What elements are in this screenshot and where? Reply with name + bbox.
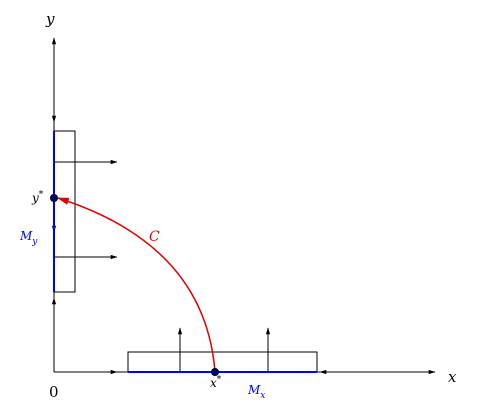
label-base: y — [31, 191, 39, 205]
label-sup: * — [39, 190, 44, 200]
label-base: M — [19, 229, 33, 243]
label-sup: * — [217, 375, 222, 385]
my-label: My — [19, 229, 38, 247]
y-box — [53, 130, 76, 293]
label-base: x — [210, 376, 217, 390]
x-star-label: x* — [210, 375, 222, 390]
x-axis-label: x — [448, 368, 457, 386]
y-star-label: y* — [31, 190, 44, 205]
y-axis-label: y — [45, 10, 55, 28]
mx-label: Mx — [247, 383, 265, 401]
point-y-star — [50, 194, 58, 202]
label-sub: y — [31, 237, 38, 247]
x-box — [127, 351, 318, 373]
label-sub: x — [260, 391, 265, 401]
curve-label: C — [149, 229, 160, 245]
point-x-star — [211, 368, 219, 376]
origin-label: 0 — [49, 383, 59, 401]
curve-c — [56, 197, 216, 373]
label-base: M — [247, 383, 261, 397]
